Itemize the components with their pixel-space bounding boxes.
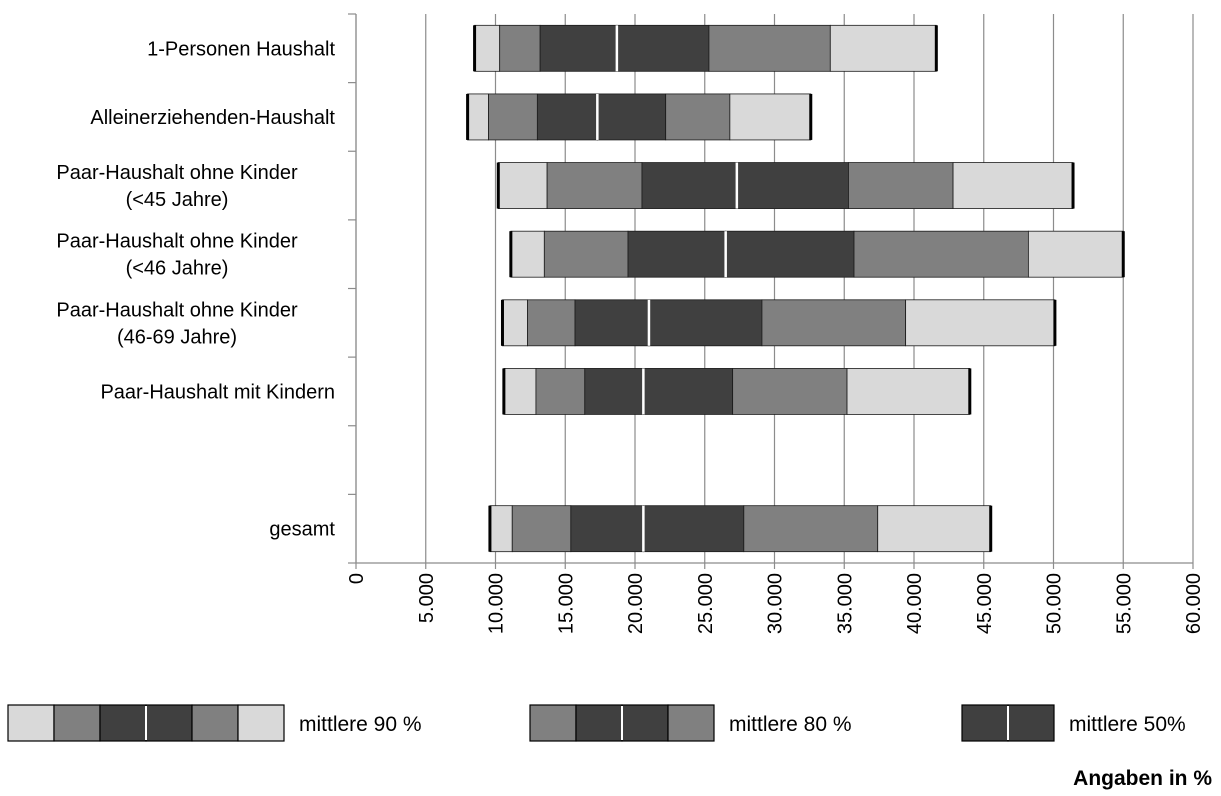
bar-segment (905, 299, 1056, 347)
bar-segment (648, 299, 763, 347)
bar-segment (641, 162, 738, 209)
bar-segment (829, 24, 937, 72)
legend-swatch (191, 704, 239, 742)
legend-swatch (99, 704, 147, 742)
bar-segment (853, 230, 1029, 278)
bar-segment (474, 24, 501, 72)
bar-segment (510, 230, 545, 278)
bar-segment (708, 24, 831, 72)
bar-segment (877, 505, 992, 553)
legend-swatch (667, 704, 715, 742)
bar-segment (527, 299, 576, 347)
legend-swatch (237, 704, 285, 742)
legend-label: mittlere 80 % (729, 713, 852, 736)
bar-segment (535, 368, 586, 415)
category-label: gesamt (269, 519, 335, 541)
x-tick-label: 40.000 (904, 573, 926, 634)
category-label: (<45 Jahre) (126, 189, 229, 211)
x-tick-label: 45.000 (974, 573, 996, 634)
category-label: (<46 Jahre) (126, 258, 229, 280)
x-tick-label: 55.000 (1113, 573, 1135, 634)
category-label: Paar-Haushalt ohne Kinder (56, 162, 298, 184)
bar-segment (511, 505, 572, 553)
x-tick-label: 35.000 (834, 573, 856, 634)
bar-segment (725, 230, 855, 278)
legend-swatch (621, 704, 669, 742)
bar-segment (642, 368, 734, 415)
x-tick-label: 0 (346, 573, 368, 584)
bar-segment (846, 368, 971, 415)
bar-segment (543, 230, 629, 278)
x-tick-label: 30.000 (765, 573, 787, 634)
x-tick-label: 10.000 (486, 573, 508, 634)
bar-segment (596, 93, 667, 141)
legend-swatch (529, 704, 577, 742)
bar-segment (732, 368, 848, 415)
legend-item: mittlere 90 % (7, 704, 422, 742)
bar-segment (665, 93, 731, 141)
legend-item: mittlere 80 % (529, 704, 852, 742)
bar-segment (467, 93, 489, 141)
legend-swatch (53, 704, 101, 742)
bar-segment (736, 162, 849, 209)
bar-segment (489, 505, 513, 553)
category-label: Paar-Haushalt ohne Kinder (56, 231, 298, 253)
legend-swatch (1007, 704, 1055, 742)
x-tick-label: 50.000 (1044, 573, 1066, 634)
bar-segment (761, 299, 907, 347)
bar-segment (499, 24, 541, 72)
unit-note: Angaben in % (1073, 767, 1212, 790)
legend-label: mittlere 50% (1069, 713, 1186, 736)
bar-segment (1027, 230, 1124, 278)
x-tick-label: 60.000 (1183, 573, 1205, 634)
legend: mittlere 90 % mittlere 80 % mittlere 50% (7, 704, 1186, 742)
category-label: Paar-Haushalt mit Kindern (100, 381, 335, 403)
bar-segment (848, 162, 954, 209)
bar-segment (952, 162, 1074, 209)
bar-segment (627, 230, 727, 278)
bar-segment (570, 505, 644, 553)
bar-segment (616, 24, 710, 72)
bar-segment (536, 93, 598, 141)
bar-segment (497, 162, 548, 209)
category-label: Paar-Haushalt ohne Kinder (56, 299, 298, 321)
bar-segment (488, 93, 538, 141)
legend-swatch (575, 704, 623, 742)
tick-labels: 0 5.000 10.000 15.000 20.000 25.000 30.000 35.0… (346, 573, 1205, 634)
bar-segment (584, 368, 644, 415)
bar-segment (502, 299, 528, 347)
legend-swatch (7, 704, 55, 742)
category-label: 1-Personen Haushalt (147, 38, 335, 60)
category-labels: 1-Personen Haushalt Alleinerziehenden-Hau… (56, 38, 335, 540)
x-tick-label: 15.000 (555, 573, 577, 634)
category-label: Alleinerziehenden-Haushalt (90, 107, 335, 129)
x-tick-label: 25.000 (695, 573, 717, 634)
bar-segment (546, 162, 643, 209)
bar-segment (743, 505, 879, 553)
bar-segment (503, 368, 537, 415)
bar-segment (539, 24, 618, 72)
bar-segment (642, 505, 745, 553)
bars (466, 24, 1125, 553)
legend-swatch (145, 704, 193, 742)
legend-swatch (961, 704, 1009, 742)
x-tick-label: 5.000 (416, 573, 438, 623)
axes (348, 13, 1194, 569)
legend-item: mittlere 50% (961, 704, 1186, 742)
bar-segment (729, 93, 812, 141)
category-label: (46-69 Jahre) (117, 326, 237, 348)
bar-segment (574, 299, 650, 347)
x-tick-label: 20.000 (625, 573, 647, 634)
legend-label: mittlere 90 % (299, 713, 422, 736)
